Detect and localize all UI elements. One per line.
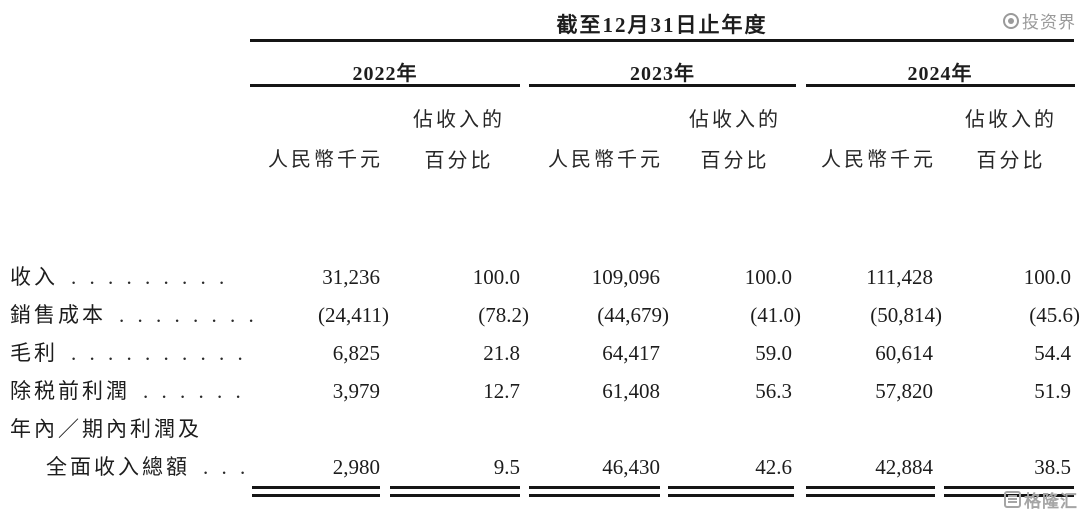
total-double-rule xyxy=(529,486,660,497)
dot-leader: . . . xyxy=(203,455,250,479)
table-row-revenue: 收入. . . . . . . . . 31,236 100.0 109,096… xyxy=(0,258,1080,296)
dot-leader: . . . . . . xyxy=(143,379,245,403)
col-header-amount-2023: 人民幣千元 xyxy=(548,149,663,171)
col-header-pct-line2: 百分比 xyxy=(700,150,770,172)
year-rule-2023 xyxy=(529,84,796,87)
table-row-cost-of-sales: 銷售成本. . . . . . . . (24,411) (78.2) (44,… xyxy=(0,296,1080,334)
cell-value: (50,814) xyxy=(870,303,942,327)
table-row-profit-line2-total: 全面收入總額. . . 2,980 9.5 46,430 42.6 42,884… xyxy=(0,448,1080,486)
cell-value: 109,096 xyxy=(591,265,660,289)
row-label: 除税前利潤. . . . . . xyxy=(10,379,245,403)
cell-value: 12.7 xyxy=(483,379,520,403)
cell-value: 56.3 xyxy=(755,379,792,403)
col-header-pct-2024: 佔收入的 百分比 xyxy=(942,100,1080,182)
gelonghui-logo-icon xyxy=(1004,491,1021,508)
row-label: 全面收入總額. . . xyxy=(46,455,250,479)
cell-value: 51.9 xyxy=(1034,379,1071,403)
table-row-gross-profit: 毛利. . . . . . . . . . 6,825 21.8 64,417 … xyxy=(0,334,1080,372)
cell-value: 9.5 xyxy=(493,455,520,479)
col-header-pct-line1: 佔收入的 xyxy=(689,109,781,131)
col-header-pct-2023: 佔收入的 百分比 xyxy=(669,100,801,182)
col-header-amount-2022: 人民幣千元 xyxy=(268,149,383,171)
row-label: 銷售成本. . . . . . . . xyxy=(10,296,255,334)
year-header-2024: 2024年 xyxy=(907,63,973,85)
pedaily-logo-icon xyxy=(1003,12,1019,29)
col-header-pct-2022: 佔收入的 百分比 xyxy=(389,100,529,182)
cell-value: 6,825 xyxy=(332,341,380,365)
cell-value: 64,417 xyxy=(602,341,660,365)
cell-value: 46,430 xyxy=(602,455,660,479)
col-header-amount-2024: 人民幣千元 xyxy=(821,149,936,171)
dot-leader: . . . . . . . . . . xyxy=(71,341,247,365)
cell-value: (24,411) xyxy=(318,303,389,327)
dot-leader: . . . . . . . . . xyxy=(71,265,229,289)
cell-value: 38.5 xyxy=(1034,455,1071,479)
row-label: 年內／期內利潤及 xyxy=(10,417,202,441)
watermark-pedaily: 投资界 xyxy=(1003,8,1076,33)
cell-value: 57,820 xyxy=(875,379,933,403)
year-rule-2024 xyxy=(806,84,1075,87)
col-header-pct-line2: 百分比 xyxy=(424,150,494,172)
total-double-rule xyxy=(806,486,935,497)
cell-value: (44,679) xyxy=(597,303,669,327)
cell-value: 2,980 xyxy=(332,455,380,479)
watermark-gelonghui-label: 格隆汇 xyxy=(1024,492,1078,511)
cell-value: 54.4 xyxy=(1034,341,1071,365)
table-row-profit-line1: 年內／期內利潤及 xyxy=(0,410,1080,448)
dot-leader: . . . . . . . . xyxy=(119,303,255,327)
total-double-rule xyxy=(390,486,520,497)
cell-value: 31,236 xyxy=(322,265,380,289)
total-double-rule xyxy=(668,486,794,497)
cell-value: (45.6) xyxy=(1029,303,1080,327)
row-label: 收入. . . . . . . . . xyxy=(10,265,229,289)
total-double-rule xyxy=(944,486,1074,497)
watermark-pedaily-label: 投资界 xyxy=(1022,13,1076,32)
year-header-2022: 2022年 xyxy=(352,63,418,85)
year-header-2023: 2023年 xyxy=(630,63,695,85)
col-header-pct-line1: 佔收入的 xyxy=(413,109,505,131)
cell-value: 21.8 xyxy=(483,341,520,365)
cell-value: 100.0 xyxy=(744,265,792,289)
col-header-pct-line2: 百分比 xyxy=(976,150,1046,172)
total-double-rule xyxy=(252,486,380,497)
cell-value: 42.6 xyxy=(755,455,792,479)
cell-value: 59.0 xyxy=(755,341,792,365)
row-label: 毛利. . . . . . . . . . xyxy=(10,341,247,365)
cell-value: (41.0) xyxy=(750,303,801,327)
watermark-gelonghui: 格隆汇 xyxy=(1004,487,1078,512)
table-title: 截至12月31日止年度 xyxy=(556,13,768,37)
cell-value: 100.0 xyxy=(472,265,520,289)
cell-value: 3,979 xyxy=(332,379,380,403)
col-header-pct-line1: 佔收入的 xyxy=(965,109,1057,131)
cell-value: 100.0 xyxy=(1023,265,1071,289)
cell-value: 42,884 xyxy=(875,455,933,479)
table-body: 收入. . . . . . . . . 31,236 100.0 109,096… xyxy=(0,258,1080,486)
title-rule xyxy=(250,39,1074,42)
cell-value: 111,428 xyxy=(866,265,933,289)
cell-value: 61,408 xyxy=(602,379,660,403)
table-row-profit-before-tax: 除税前利潤. . . . . . 3,979 12.7 61,408 56.3 … xyxy=(0,372,1080,410)
cell-value: (78.2) xyxy=(478,303,529,327)
year-rule-2022 xyxy=(250,84,520,87)
cell-value: 60,614 xyxy=(875,341,933,365)
